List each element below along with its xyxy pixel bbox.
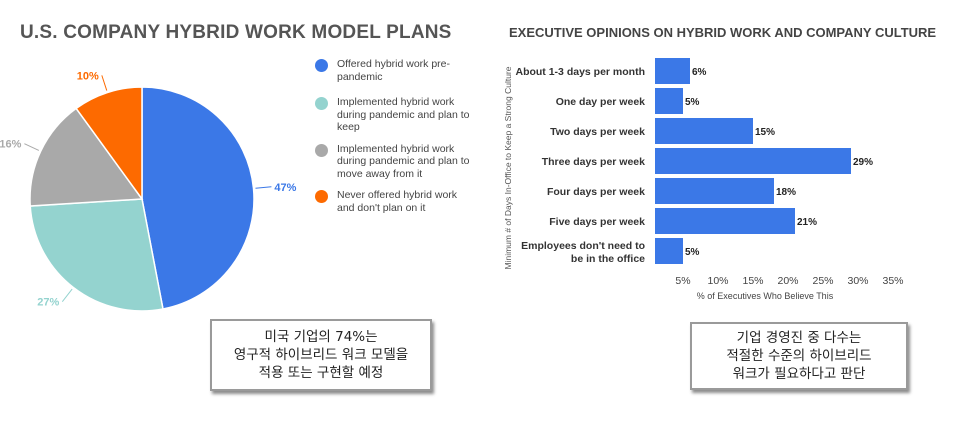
x-tick-label-4: 25%: [812, 275, 833, 287]
x-tick-label-3: 20%: [777, 275, 798, 287]
legend-swatch-0: [315, 59, 328, 72]
category-label-2: Two days per week: [550, 126, 645, 138]
caption-right: 기업 경영진 중 다수는 적절한 수준의 하이브리드 워크가 필요하다고 판단: [690, 322, 908, 390]
legend-label-3: Never offered hybrid work and don't plan…: [337, 189, 458, 214]
bar-value-label-3: 29%: [853, 157, 873, 168]
category-label-3: Three days per week: [542, 156, 645, 168]
x-tick-label-0: 5%: [675, 275, 690, 287]
bar-value-label-0: 6%: [692, 67, 707, 78]
legend-item-0: Offered hybrid work pre-pandemic: [315, 58, 475, 83]
category-label-6: Employees don't need to be in the office: [521, 240, 645, 265]
bar-6: [655, 238, 683, 264]
x-axis-title: % of Executives Who Believe This: [697, 291, 834, 301]
bar-value-label-6: 5%: [685, 247, 700, 258]
bar-value-label-5: 21%: [797, 217, 817, 228]
bar-5: [655, 208, 795, 234]
pie-leader-2: [24, 143, 40, 151]
pie-slice-label-1: 27%: [37, 297, 59, 309]
y-axis-title: Minimum # of Days In-Office to Keep a St…: [503, 66, 513, 269]
legend-label-0: Offered hybrid work pre-pandemic: [337, 58, 451, 83]
legend-label-2: Implemented hybrid work during pandemic …: [337, 142, 470, 180]
bar-4: [655, 178, 774, 204]
pie-slice-3: [75, 86, 143, 202]
pie-legend: Offered hybrid work pre-pandemic Implemen…: [315, 58, 475, 223]
x-tick-label-5: 30%: [847, 275, 868, 287]
pie-slice-2: [29, 107, 144, 207]
bar-0: [655, 58, 690, 84]
bar-value-label-4: 18%: [776, 187, 796, 198]
bar-1: [655, 88, 683, 114]
legend-swatch-1: [315, 97, 328, 110]
x-tick-label-1: 10%: [707, 275, 728, 287]
category-label-4: Four days per week: [547, 186, 645, 198]
x-tick-label-6: 35%: [882, 275, 903, 287]
pie-chart-title: U.S. COMPANY HYBRID WORK MODEL PLANS: [20, 22, 452, 43]
pie-slice-label-2: 16%: [0, 139, 22, 151]
x-tick-label-2: 15%: [742, 275, 763, 287]
bar-2: [655, 118, 753, 144]
pie-slice-1: [29, 198, 164, 312]
pie-slice-label-3: 10%: [77, 70, 99, 82]
bar-3: [655, 148, 851, 174]
bar-value-label-2: 15%: [755, 127, 775, 138]
category-label-1: One day per week: [556, 96, 645, 108]
caption-left: 미국 기업의 74%는 영구적 하이브리드 워크 모델을 적용 또는 구현할 예…: [210, 319, 432, 391]
category-label-0: About 1-3 days per month: [515, 66, 645, 78]
legend-item-3: Never offered hybrid work and don't plan…: [315, 189, 475, 214]
pie-leader-3: [101, 75, 108, 91]
pie-slice-label-0: 47%: [274, 182, 296, 194]
legend-swatch-2: [315, 143, 328, 157]
legend-label-1: Implemented hybrid work during pandemic …: [337, 96, 470, 133]
bar-value-label-1: 5%: [685, 97, 700, 108]
bar-chart-title: EXECUTIVE OPINIONS ON HYBRID WORK AND CO…: [509, 25, 937, 40]
legend-swatch-3: [315, 190, 328, 203]
pie-leader-0: [255, 186, 272, 189]
category-label-5: Five days per week: [549, 216, 645, 228]
pie-slice-0: [141, 86, 255, 310]
pie-leader-1: [61, 288, 73, 303]
legend-item-2: Implemented hybrid work during pandemic …: [315, 143, 475, 181]
legend-item-1: Implemented hybrid work during pandemic …: [315, 96, 475, 134]
